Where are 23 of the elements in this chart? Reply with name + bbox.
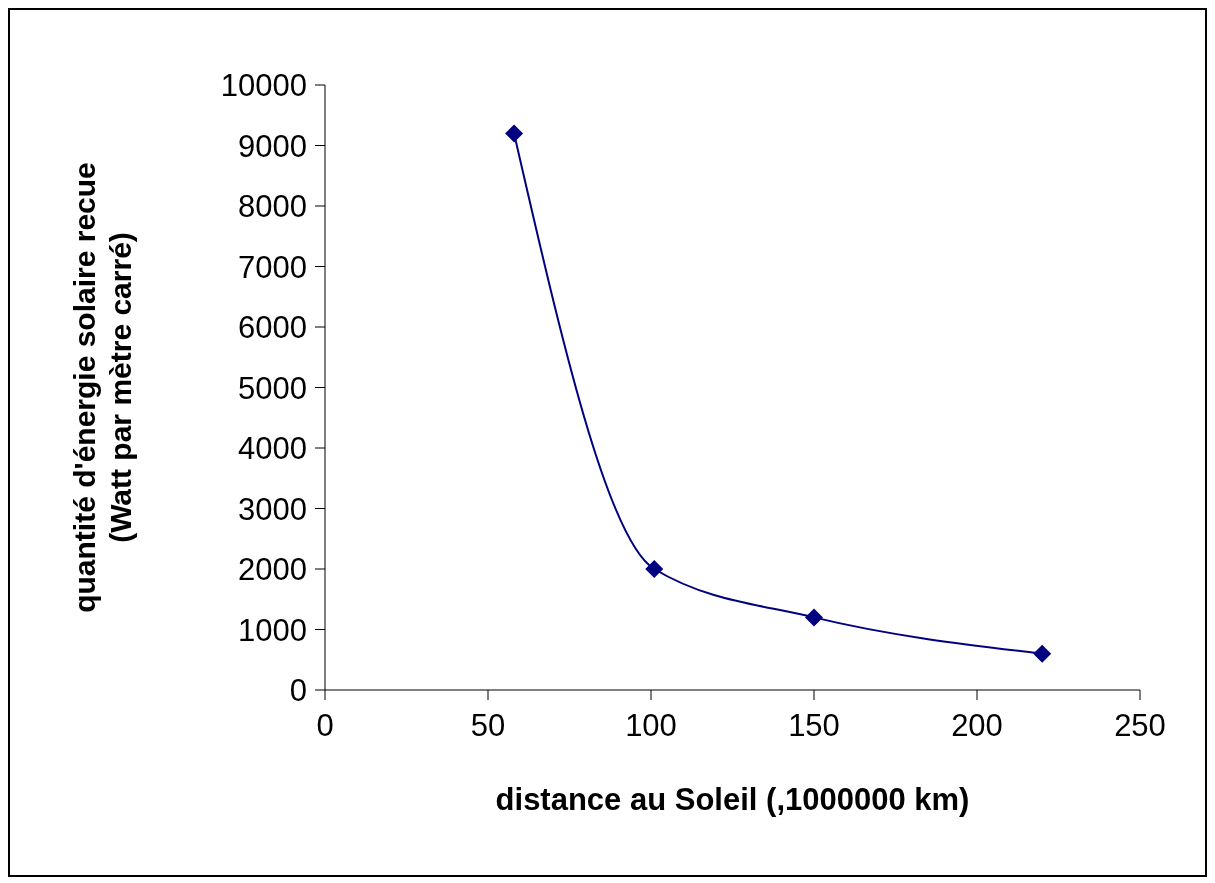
y-tick-label: 0 bbox=[289, 673, 307, 709]
point bbox=[805, 608, 823, 627]
x-tick-label: 200 bbox=[951, 708, 1003, 744]
x-tick-label: 100 bbox=[625, 708, 677, 744]
y-tick-label: 2000 bbox=[238, 552, 307, 588]
y-axis-title: quantité d'énergie solaire recue (Watt par mètre carré) bbox=[68, 162, 137, 613]
y-tick-label: 8000 bbox=[238, 189, 307, 225]
y-tick-label: 10000 bbox=[220, 68, 307, 103]
x-tick-label: 50 bbox=[470, 708, 506, 744]
y-tick-label: 4000 bbox=[238, 431, 307, 467]
y-tick-label: 7000 bbox=[238, 249, 307, 285]
y-tick-label: 3000 bbox=[238, 491, 307, 527]
y-tick-label: 5000 bbox=[238, 370, 307, 406]
point bbox=[1033, 644, 1052, 663]
x-tick-label: 250 bbox=[1114, 708, 1166, 744]
x-tick-label: 150 bbox=[788, 708, 840, 744]
x-axis-title: distance au Soleil (,1000000 km) bbox=[495, 782, 970, 817]
x-tick-label: 0 bbox=[316, 708, 334, 744]
y-tick-label: 1000 bbox=[238, 612, 307, 648]
point bbox=[505, 124, 524, 143]
y-tick-label: 9000 bbox=[238, 128, 307, 164]
y-tick-label: 6000 bbox=[238, 310, 307, 346]
point bbox=[645, 560, 664, 578]
